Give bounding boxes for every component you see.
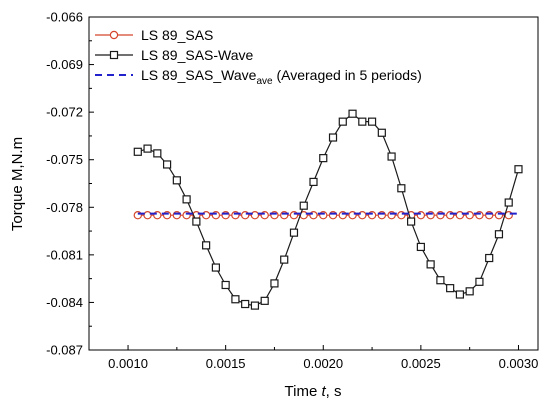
series-1-point <box>358 117 367 126</box>
legend-label-ls89-sas-wave: LS 89_SAS-Wave <box>141 47 254 63</box>
x-tick-label: 0.0010 <box>108 356 148 371</box>
series-1-point <box>250 301 260 310</box>
x-tick-label: 0.0020 <box>303 356 343 371</box>
series-1-point <box>504 198 513 207</box>
series-1-point <box>455 290 465 299</box>
series-1-point <box>367 117 377 126</box>
series-1-point <box>143 144 152 153</box>
series-0-point <box>250 211 260 220</box>
series-1-point <box>338 117 347 126</box>
series-1-point <box>231 295 240 304</box>
series-1-point <box>270 279 279 288</box>
series-1-point <box>407 217 416 226</box>
series-1-point <box>494 230 504 239</box>
y-tick-label: -0.084 <box>46 295 83 310</box>
x-axis: 0.0010 0.0015 0.0020 0.0025 0.0030 <box>108 345 538 371</box>
legend-label-ave-suffix: (Averaged in 5 periods) <box>273 67 422 83</box>
series-1-point <box>162 160 172 169</box>
series-1-point <box>387 152 396 161</box>
series-1-point <box>299 201 308 210</box>
series-1-point <box>397 184 406 193</box>
series-1-point <box>348 109 357 118</box>
series-1-point <box>192 217 201 226</box>
series-1-point <box>153 149 162 158</box>
legend-marker-square <box>109 50 119 60</box>
series-1-point <box>416 242 425 252</box>
series-1-point <box>319 154 328 163</box>
series-layer <box>133 109 523 310</box>
series-1-point <box>289 228 299 237</box>
x-axis-label-suffix: , s <box>326 383 342 400</box>
y-axis-label: Torque M,N.m <box>9 137 26 231</box>
series-1-point <box>475 277 484 286</box>
series-1-point <box>221 280 230 290</box>
legend: LS 89_SAS LS 89_SAS-Wave LS 89_SAS_Wavea… <box>95 27 422 87</box>
y-tick-label: -0.066 <box>46 10 83 25</box>
x-tick-label: 0.0030 <box>499 356 539 371</box>
series-1-point <box>328 133 338 142</box>
y-tick-label: -0.078 <box>46 200 83 215</box>
x-axis-label-prefix: Time <box>285 383 322 400</box>
y-tick-label: -0.069 <box>46 57 83 72</box>
series-1-point <box>280 255 289 264</box>
series-1-point <box>309 177 318 187</box>
series-1-point <box>465 287 474 296</box>
series-1-point <box>377 128 386 137</box>
y-tick-label: -0.087 <box>46 343 83 358</box>
series-line-1 <box>137 112 520 307</box>
x-tick-label: 0.0025 <box>401 356 441 371</box>
series-0-point <box>143 211 152 220</box>
series-1-point <box>485 253 494 263</box>
series-0-point <box>455 211 465 220</box>
series-1-point <box>182 195 191 204</box>
series-1-point <box>426 260 435 269</box>
series-1-point <box>172 176 181 185</box>
series-1-point <box>446 284 455 293</box>
x-axis-label-var: t <box>321 383 326 400</box>
y-tick-label: -0.075 <box>46 152 83 167</box>
series-1-point <box>260 296 269 305</box>
x-tick-label: 0.0015 <box>206 356 246 371</box>
series-1-point <box>514 165 523 174</box>
series-1-point <box>436 276 445 285</box>
series-1-point <box>133 147 142 156</box>
y-axis: -0.066 -0.069 -0.072 -0.075 -0.078 -0.081 -0.0… <box>46 10 94 358</box>
y-tick-label: -0.072 <box>46 105 83 120</box>
series-1-point <box>202 241 211 250</box>
y-tick-label: -0.081 <box>46 247 83 262</box>
legend-label-ave-subscript: ave <box>256 76 273 87</box>
legend-label-ls89-sas-wave-ave: LS 89_SAS_Waveave (Averaged in 5 periods… <box>141 67 422 87</box>
legend-label-ls89-sas: LS 89_SAS <box>141 27 213 43</box>
legend-marker-circle <box>109 30 119 40</box>
x-axis-label: Time t, s <box>285 383 342 400</box>
legend-label-ave-name: LS 89_SAS_Wave <box>141 67 257 83</box>
series-1-point <box>241 299 250 309</box>
series-1-point <box>211 263 220 272</box>
